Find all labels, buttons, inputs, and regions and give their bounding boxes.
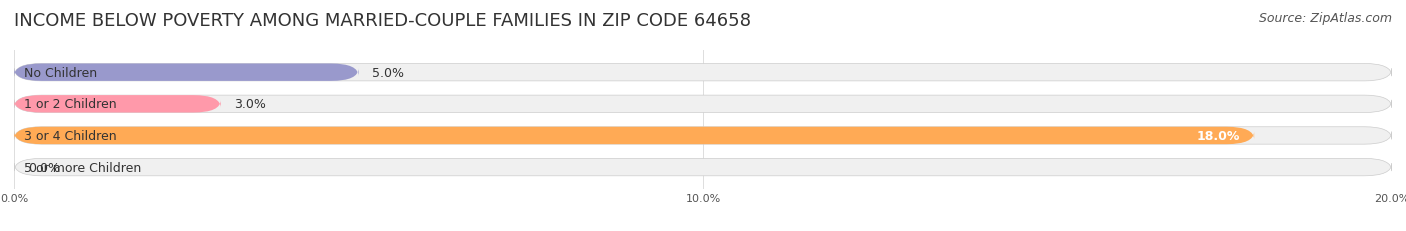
FancyBboxPatch shape bbox=[14, 159, 1392, 176]
Text: Source: ZipAtlas.com: Source: ZipAtlas.com bbox=[1258, 12, 1392, 24]
Text: 0.0%: 0.0% bbox=[28, 161, 60, 174]
Text: 1 or 2 Children: 1 or 2 Children bbox=[24, 98, 117, 111]
Text: 5.0%: 5.0% bbox=[373, 66, 405, 79]
Text: INCOME BELOW POVERTY AMONG MARRIED-COUPLE FAMILIES IN ZIP CODE 64658: INCOME BELOW POVERTY AMONG MARRIED-COUPL… bbox=[14, 12, 751, 30]
FancyBboxPatch shape bbox=[14, 96, 221, 113]
FancyBboxPatch shape bbox=[14, 64, 1392, 82]
FancyBboxPatch shape bbox=[14, 96, 1392, 113]
Text: 18.0%: 18.0% bbox=[1197, 129, 1240, 142]
Text: 3.0%: 3.0% bbox=[235, 98, 266, 111]
Text: No Children: No Children bbox=[24, 66, 97, 79]
FancyBboxPatch shape bbox=[14, 127, 1392, 145]
FancyBboxPatch shape bbox=[14, 64, 359, 82]
Text: 3 or 4 Children: 3 or 4 Children bbox=[24, 129, 117, 142]
Text: 5 or more Children: 5 or more Children bbox=[24, 161, 142, 174]
FancyBboxPatch shape bbox=[14, 127, 1254, 145]
